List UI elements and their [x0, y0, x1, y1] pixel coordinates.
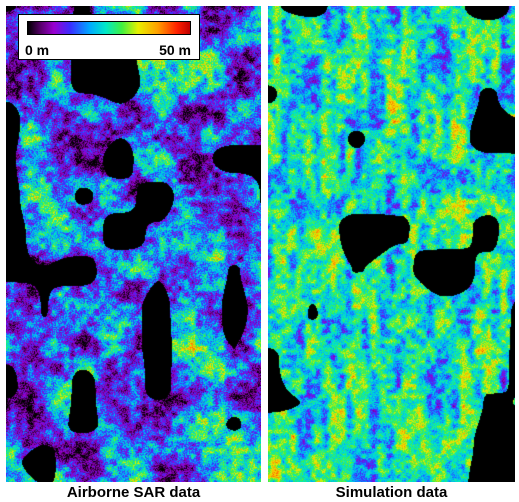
airborne-sar-canvas: [6, 6, 261, 482]
simulation-image: [268, 6, 515, 482]
colorbar-min-label: 0 m: [25, 42, 50, 58]
simulation-caption: Simulation data: [335, 484, 448, 501]
airborne-sar-image: [6, 6, 261, 482]
colorbar-gradient: [27, 21, 191, 35]
colorbar-max-label: 50 m: [159, 42, 191, 58]
airborne-sar-caption: Airborne SAR data: [66, 484, 201, 501]
height-colorbar: 0 m 50 m: [18, 14, 200, 60]
simulation-canvas: [268, 6, 515, 482]
